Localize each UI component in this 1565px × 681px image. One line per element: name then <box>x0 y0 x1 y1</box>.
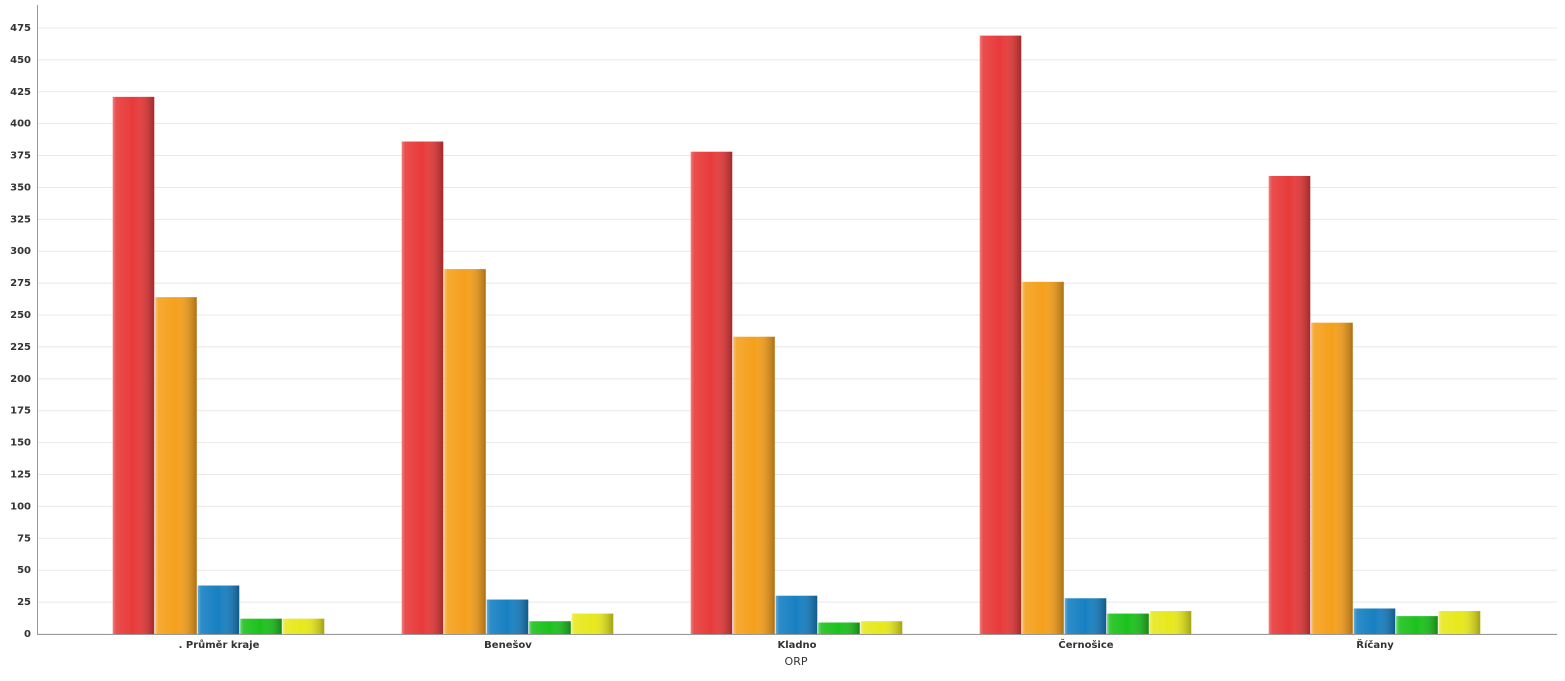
y-tick-label: 75 <box>17 533 31 544</box>
y-tick-label: 325 <box>10 214 31 225</box>
y-tick-label: 150 <box>10 438 31 449</box>
y-tick-label: 350 <box>10 182 31 193</box>
x-tick-label: Kladno <box>777 640 816 651</box>
bar-shade <box>529 621 571 634</box>
x-tick-label: Benešov <box>484 639 532 651</box>
bar-shade <box>1149 611 1192 634</box>
bar-shade <box>401 141 444 634</box>
y-tick-label: 300 <box>10 246 31 257</box>
y-tick-label: 125 <box>10 470 31 481</box>
y-tick-label: 50 <box>17 565 31 576</box>
x-axis-title: ORP <box>785 655 808 668</box>
y-tick-label: 475 <box>10 23 31 34</box>
y-tick-label: 400 <box>10 119 31 130</box>
bar-shade <box>1396 616 1438 634</box>
bar-shade <box>860 621 903 634</box>
bar-shade <box>240 618 282 634</box>
bar-shade <box>155 297 197 634</box>
bar-shade <box>979 35 1022 635</box>
bar-shade <box>197 585 240 634</box>
y-tick-label: 425 <box>10 87 31 98</box>
bar-shade <box>775 595 818 634</box>
y-tick-label: 250 <box>10 310 31 321</box>
y-tick-label: 275 <box>10 278 31 289</box>
bar-shade <box>1268 175 1311 634</box>
x-tick-label: . Průměr kraje <box>179 638 260 651</box>
bar-shade <box>1064 598 1107 634</box>
y-tick-label: 225 <box>10 342 31 353</box>
y-tick-label: 375 <box>10 151 31 162</box>
y-tick-label: 450 <box>10 55 31 66</box>
bar-shade <box>733 336 775 634</box>
bar-shade <box>444 269 486 634</box>
bar-shade <box>1022 281 1064 634</box>
bar-shade <box>1311 322 1353 634</box>
x-tick-label: Černošice <box>1058 638 1113 651</box>
bar-shade <box>1353 608 1396 634</box>
bar-shade <box>1107 613 1149 634</box>
y-tick-label: 175 <box>10 406 31 417</box>
y-tick-label: 0 <box>24 629 31 640</box>
y-tick-label: 25 <box>17 597 31 608</box>
bar-shade <box>282 618 325 634</box>
bar-shade <box>486 599 529 634</box>
bar-shade <box>818 622 860 634</box>
y-tick-label: 100 <box>10 501 31 512</box>
bar-shade <box>112 96 155 635</box>
y-tick-label: 200 <box>10 374 31 385</box>
bar-shade <box>690 151 733 635</box>
x-tick-label: Říčany <box>1356 638 1394 651</box>
bar-shade <box>1438 611 1481 634</box>
bar-shade <box>571 613 614 634</box>
